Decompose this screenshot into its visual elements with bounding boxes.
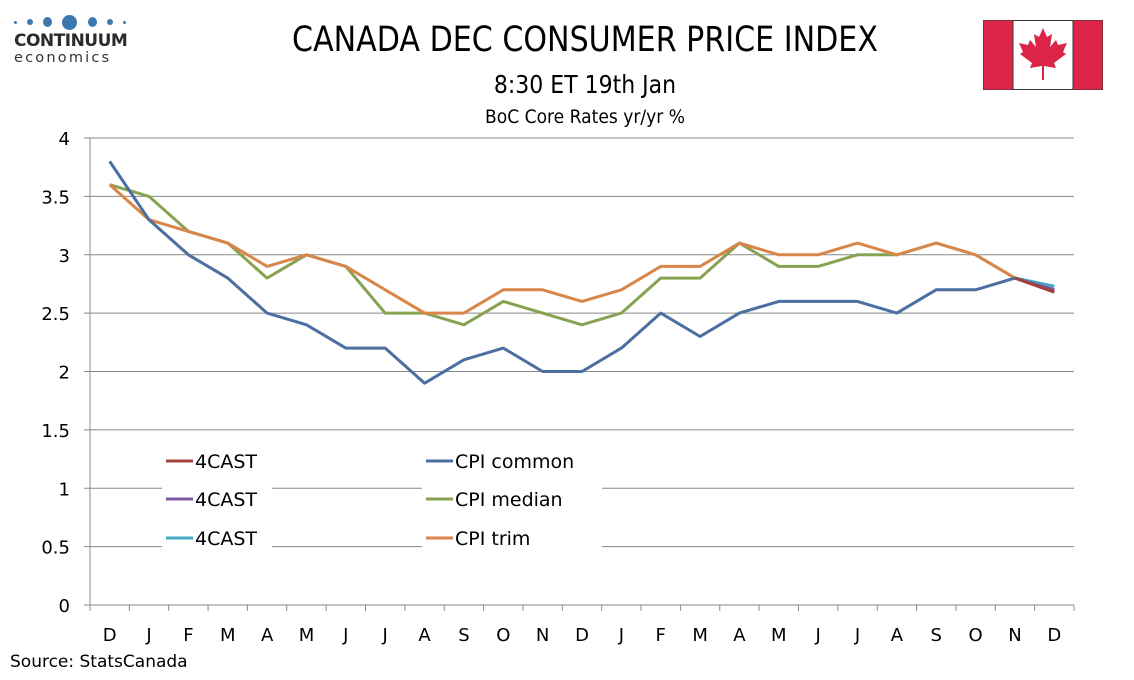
x-tick-label: F	[183, 625, 193, 646]
y-tick-label: 3.5	[41, 187, 70, 208]
x-tick-label: S	[458, 625, 469, 646]
legend-label: 4CAST	[195, 528, 257, 550]
continuum-economics-logo: CONTINUUM economics	[14, 14, 134, 66]
series-line-cpi-common	[108, 160, 1016, 385]
y-tick-label: 2	[59, 363, 70, 384]
x-tick-label: M	[771, 625, 787, 646]
x-tick-label: A	[891, 625, 904, 646]
legend-label: CPI median	[455, 489, 563, 511]
x-tick-label: D	[1047, 625, 1061, 646]
x-tick-label: J	[854, 625, 860, 646]
x-tick-label: A	[261, 625, 274, 646]
legend-label: CPI trim	[455, 528, 530, 550]
x-tick-label: N	[536, 625, 549, 646]
x-tick-label: A	[733, 625, 746, 646]
release-time: 8:30 ET 19th Jan	[493, 70, 677, 99]
y-tick-label: 1.5	[41, 421, 70, 442]
legend-bg	[162, 445, 272, 471]
y-tick-label: 2.5	[41, 304, 70, 325]
x-tick-label: F	[656, 625, 666, 646]
x-tick-label: J	[815, 625, 821, 646]
legend-bg	[422, 522, 602, 548]
x-tick-label: O	[969, 625, 983, 646]
legend-bg	[422, 483, 602, 509]
x-tick-label: S	[931, 625, 942, 646]
logo-brand: CONTINUUM	[14, 31, 128, 51]
x-tick-label: O	[496, 625, 510, 646]
x-tick-label: D	[103, 625, 117, 646]
legend-label: 4CAST	[195, 489, 257, 511]
chart-title: CANADA DEC CONSUMER PRICE INDEX	[292, 20, 878, 60]
y-tick-label: 1	[59, 479, 70, 500]
forecast-line-forecast_common	[1014, 276, 1055, 294]
canada-flag-icon	[983, 20, 1103, 90]
x-tick-label: A	[418, 625, 431, 646]
x-tick-label: N	[1008, 625, 1021, 646]
y-tick-label: 4	[59, 129, 70, 150]
x-tick-label: M	[299, 625, 315, 646]
legend-label: 4CAST	[195, 451, 257, 473]
series-line-cpi-median	[109, 183, 1016, 327]
series-line-cpi-trim	[108, 183, 1016, 315]
y-tick-label: 0	[59, 596, 70, 617]
y-tick-label: 0.5	[41, 538, 70, 559]
chart-subtitle: BoC Core Rates yr/yr %	[485, 106, 685, 128]
x-tick-label: J	[145, 625, 151, 646]
logo-dots-icon	[14, 14, 126, 30]
legend-bg	[422, 445, 602, 471]
legend-bg	[162, 483, 272, 509]
source-note: Source: StatsCanada	[10, 652, 188, 672]
x-tick-label: D	[575, 625, 589, 646]
x-tick-label: M	[692, 625, 708, 646]
x-tick-label: J	[382, 625, 388, 646]
y-tick-label: 3	[59, 246, 70, 267]
x-tick-label: M	[220, 625, 236, 646]
legend-bg	[162, 522, 272, 548]
x-tick-label: J	[618, 625, 624, 646]
x-tick-label: J	[342, 625, 348, 646]
legend-label: CPI common	[455, 451, 574, 473]
logo-sub: economics	[14, 50, 112, 66]
